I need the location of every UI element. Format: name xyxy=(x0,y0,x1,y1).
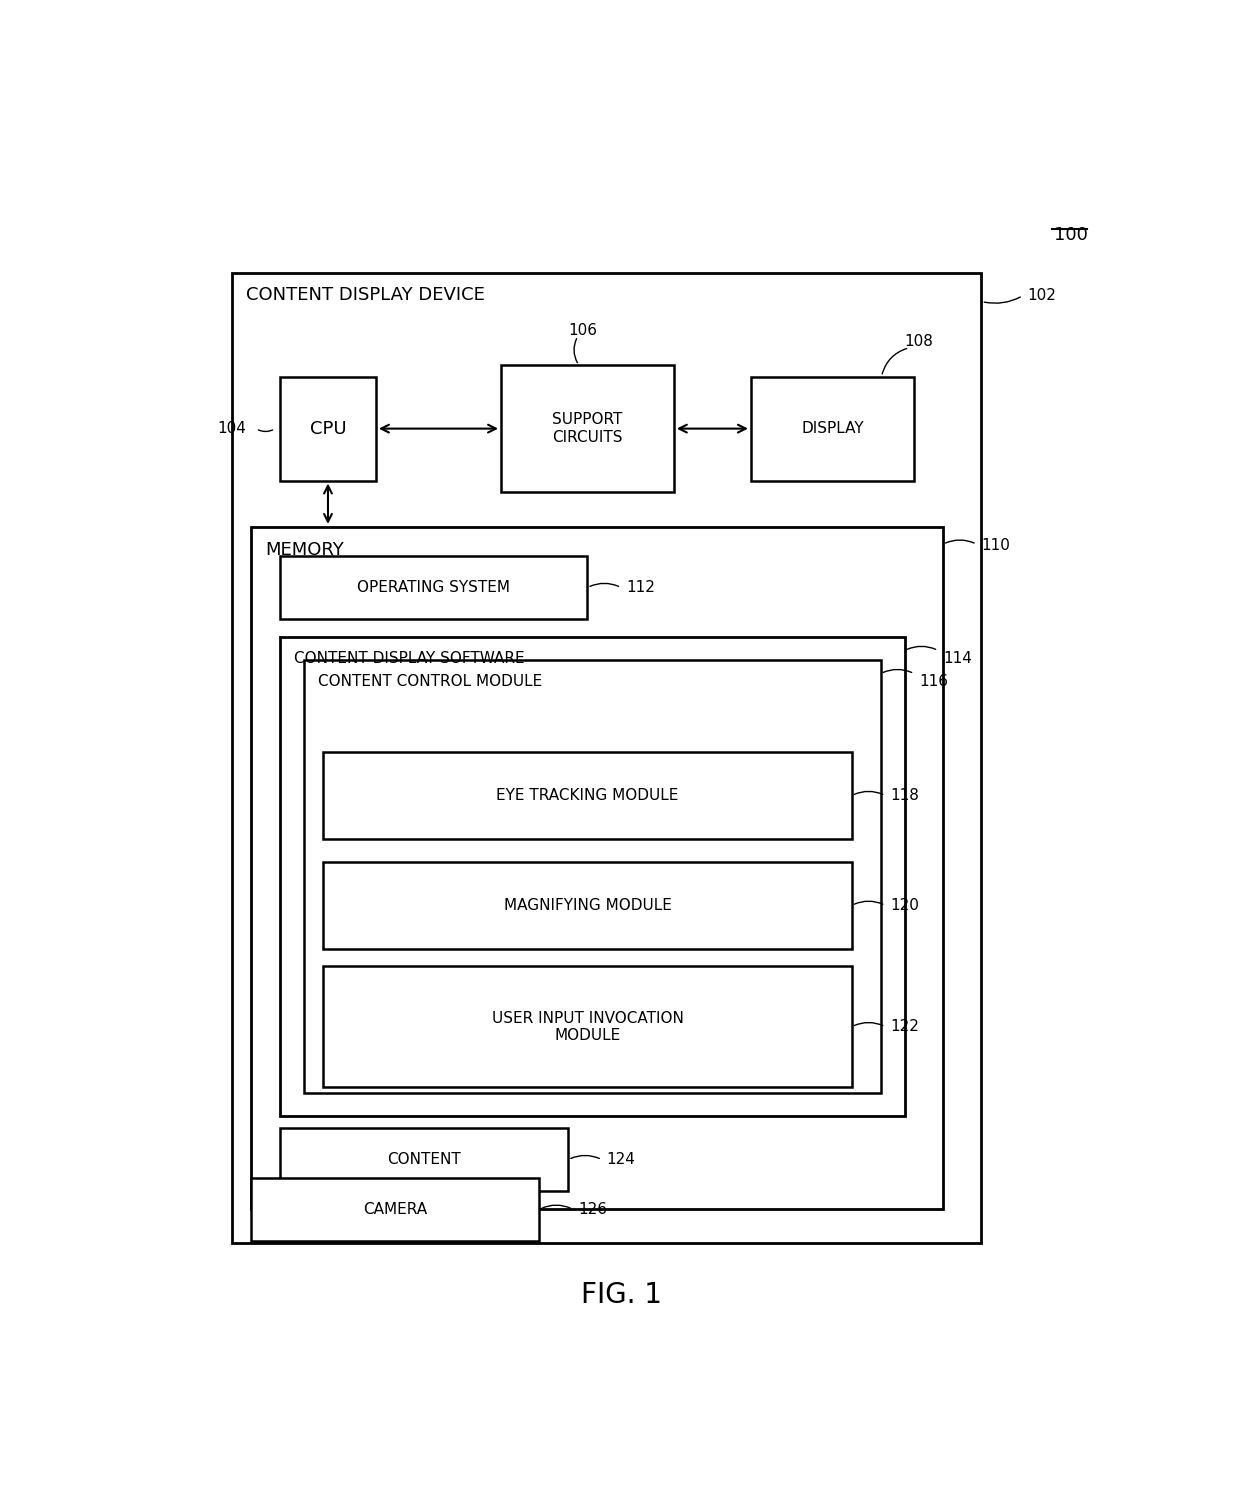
Bar xyxy=(280,377,376,480)
Text: 112: 112 xyxy=(626,579,655,594)
Bar xyxy=(250,527,942,1208)
Text: FIG. 1: FIG. 1 xyxy=(580,1282,662,1309)
Text: CPU: CPU xyxy=(310,420,346,438)
Text: MEMORY: MEMORY xyxy=(265,540,345,558)
Bar xyxy=(501,365,675,492)
Text: OPERATING SYSTEM: OPERATING SYSTEM xyxy=(357,579,510,594)
Text: CONTENT DISPLAY DEVICE: CONTENT DISPLAY DEVICE xyxy=(247,287,485,305)
Bar xyxy=(280,555,588,620)
Text: CONTENT: CONTENT xyxy=(387,1153,461,1168)
Bar xyxy=(280,636,904,1117)
Text: EYE TRACKING MODULE: EYE TRACKING MODULE xyxy=(496,788,678,803)
Text: CAMERA: CAMERA xyxy=(363,1202,428,1217)
Text: 102: 102 xyxy=(1028,288,1056,303)
Text: 116: 116 xyxy=(919,674,949,689)
Bar xyxy=(324,967,852,1087)
Text: 118: 118 xyxy=(890,788,919,803)
Text: USER INPUT INVOCATION
MODULE: USER INPUT INVOCATION MODULE xyxy=(491,1010,683,1043)
Text: SUPPORT
CIRCUITS: SUPPORT CIRCUITS xyxy=(552,413,622,444)
Bar xyxy=(304,660,880,1093)
Bar xyxy=(232,273,982,1243)
Bar xyxy=(324,862,852,949)
Bar xyxy=(324,752,852,839)
Text: 124: 124 xyxy=(606,1153,636,1168)
Text: 110: 110 xyxy=(982,539,1011,554)
Text: 126: 126 xyxy=(578,1202,606,1217)
Text: 104: 104 xyxy=(217,422,247,437)
Text: MAGNIFYING MODULE: MAGNIFYING MODULE xyxy=(503,898,671,913)
Text: DISPLAY: DISPLAY xyxy=(801,422,864,437)
Text: 106: 106 xyxy=(568,323,598,338)
Text: 122: 122 xyxy=(890,1019,919,1034)
Text: CONTENT CONTROL MODULE: CONTENT CONTROL MODULE xyxy=(319,674,543,689)
Text: 100: 100 xyxy=(1054,227,1087,245)
Text: 108: 108 xyxy=(905,335,934,350)
Bar xyxy=(250,1178,539,1241)
Bar xyxy=(751,377,914,480)
Bar xyxy=(280,1127,568,1192)
Text: 120: 120 xyxy=(890,898,919,913)
Text: 114: 114 xyxy=(944,650,972,665)
Text: CONTENT DISPLAY SOFTWARE: CONTENT DISPLAY SOFTWARE xyxy=(294,650,525,665)
